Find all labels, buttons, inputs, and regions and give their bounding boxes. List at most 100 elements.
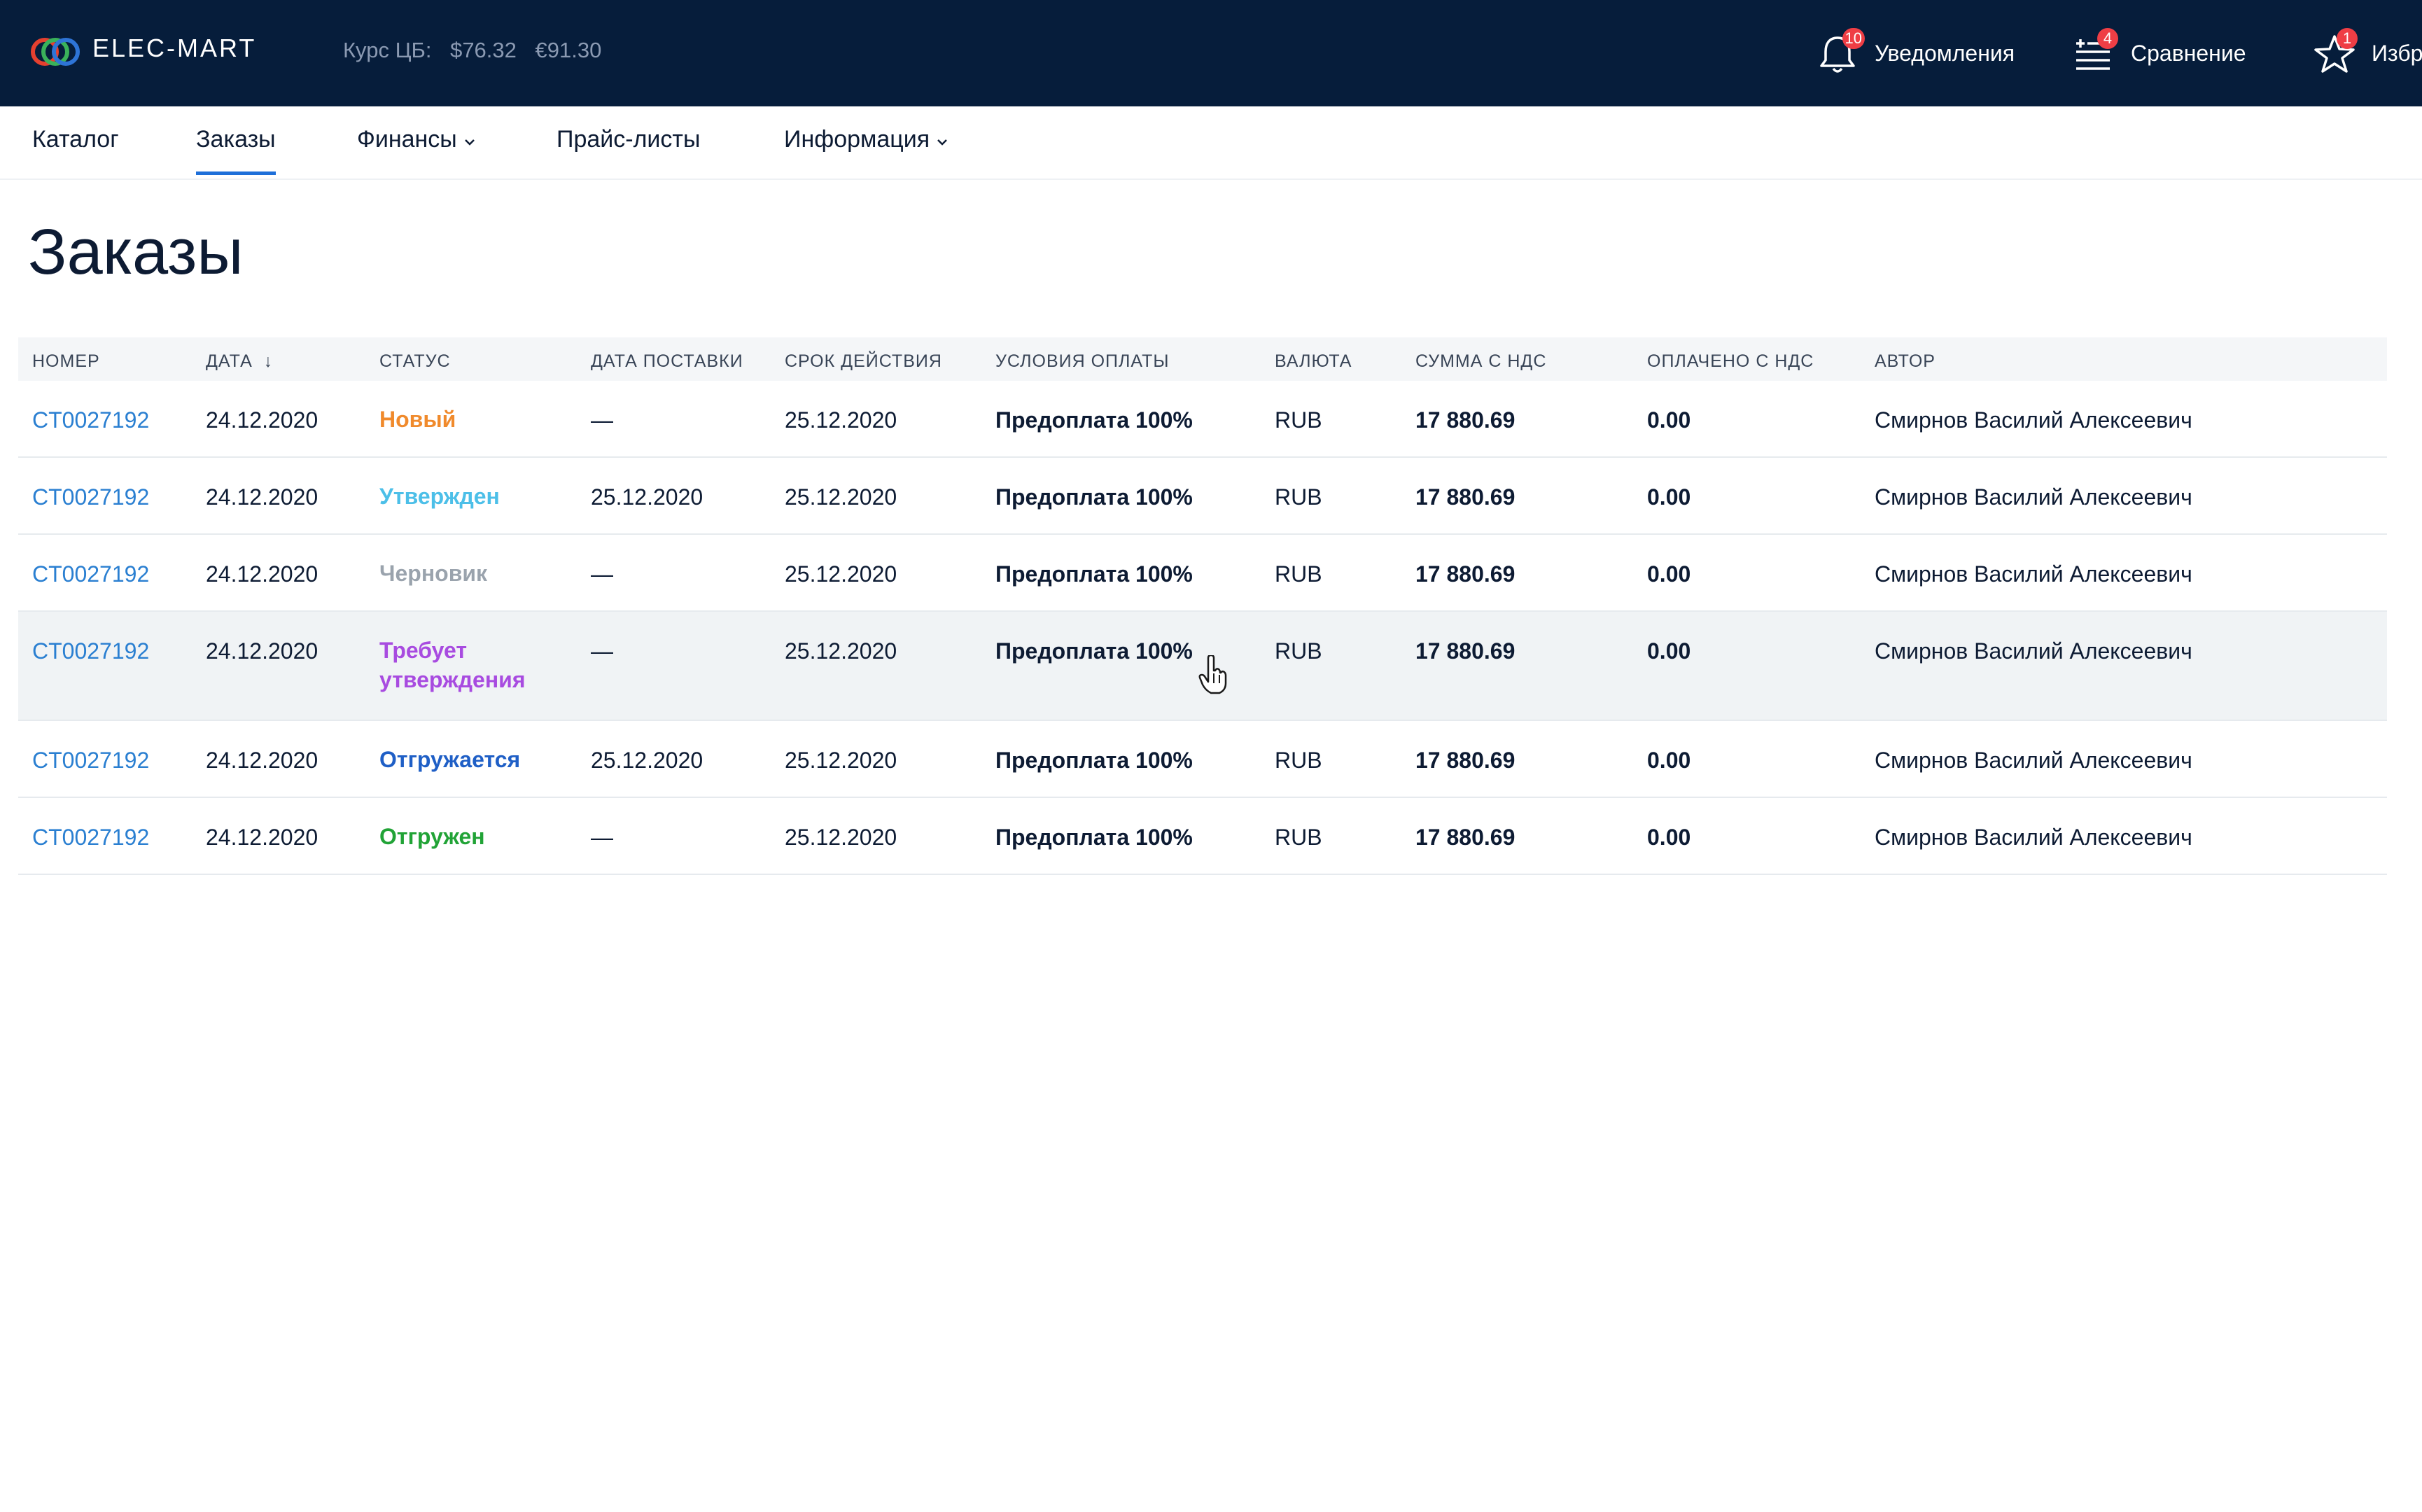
- page-title: Заказы: [28, 216, 244, 288]
- paid-with-vat: 0.00: [1647, 484, 1691, 510]
- compare-button[interactable]: 4 Сравнение: [2069, 25, 2246, 81]
- table-row-hovered[interactable]: CT0027192 24.12.2020 Требует утверждения…: [18, 612, 2387, 721]
- currency: RUB: [1275, 484, 1322, 510]
- nav-label: Заказы: [196, 126, 276, 153]
- author: Смирнов Василий Алексеевич: [1875, 638, 2192, 664]
- order-date: 24.12.2020: [206, 561, 318, 587]
- orders-table: НОМЕР ДАТА ↓ СТАТУС ДАТА ПОСТАВКИ СРОК Д…: [18, 337, 2387, 875]
- sort-desc-icon: ↓: [263, 351, 274, 371]
- payment-terms: Предоплата 100%: [995, 484, 1193, 510]
- order-number-link[interactable]: CT0027192: [32, 561, 150, 587]
- author: Смирнов Василий Алексеевич: [1875, 561, 2192, 587]
- status-badge: Требует утверждения: [379, 638, 526, 692]
- nav-label: Финансы: [357, 126, 457, 153]
- order-number-link[interactable]: CT0027192: [32, 638, 150, 664]
- payment-terms: Предоплата 100%: [995, 825, 1193, 850]
- order-number-link[interactable]: CT0027192: [32, 825, 150, 850]
- sum-with-vat: 17 880.69: [1415, 484, 1516, 510]
- elec-mart-logo-icon[interactable]: [29, 31, 81, 73]
- payment-terms: Предоплата 100%: [995, 407, 1193, 433]
- valid-until: 25.12.2020: [785, 638, 897, 664]
- currency: RUB: [1275, 561, 1322, 587]
- order-number-link[interactable]: CT0027192: [32, 748, 150, 773]
- star-icon: [2314, 35, 2355, 73]
- nav-catalog[interactable]: Каталог: [32, 126, 119, 175]
- author: Смирнов Василий Алексеевич: [1875, 825, 2192, 850]
- valid-until: 25.12.2020: [785, 748, 897, 773]
- col-payment[interactable]: УСЛОВИЯ ОПЛАТЫ: [995, 351, 1170, 371]
- favorites-badge: 1: [2337, 28, 2358, 49]
- order-date: 24.12.2020: [206, 748, 318, 773]
- col-currency[interactable]: ВАЛЮТА: [1275, 351, 1352, 371]
- table-header: НОМЕР ДАТА ↓ СТАТУС ДАТА ПОСТАВКИ СРОК Д…: [18, 337, 2387, 381]
- sum-with-vat: 17 880.69: [1415, 825, 1516, 850]
- currency-rates: Курс ЦБ: $76.32 €91.30: [343, 38, 614, 63]
- author: Смирнов Василий Алексеевич: [1875, 484, 2192, 510]
- col-date-label: ДАТА: [206, 351, 253, 371]
- paid-with-vat: 0.00: [1647, 825, 1691, 850]
- delivery-date: 25.12.2020: [591, 484, 704, 510]
- col-sum[interactable]: СУММА С НДС: [1415, 351, 1547, 371]
- table-row[interactable]: CT0027192 24.12.2020 Отгружен — 25.12.20…: [18, 798, 2387, 875]
- author: Смирнов Василий Алексеевич: [1875, 407, 2192, 433]
- col-paid[interactable]: ОПЛАЧЕНО С НДС: [1647, 351, 1814, 371]
- table-row[interactable]: CT0027192 24.12.2020 Черновик — 25.12.20…: [18, 535, 2387, 612]
- table-row[interactable]: CT0027192 24.12.2020 Утвержден 25.12.202…: [18, 458, 2387, 535]
- delivery-date: 25.12.2020: [591, 748, 704, 773]
- order-number-link[interactable]: CT0027192: [32, 407, 150, 433]
- order-date: 24.12.2020: [206, 638, 318, 664]
- currency: RUB: [1275, 748, 1322, 773]
- main-nav: Каталог Заказы Финансы Прайс-листы Инфор…: [0, 106, 2422, 180]
- sum-with-vat: 17 880.69: [1415, 561, 1516, 587]
- status-badge: Отгружается: [379, 747, 521, 772]
- order-date: 24.12.2020: [206, 484, 318, 510]
- payment-terms: Предоплата 100%: [995, 748, 1193, 773]
- valid-until: 25.12.2020: [785, 407, 897, 433]
- status-badge: Новый: [379, 407, 456, 432]
- valid-until: 25.12.2020: [785, 561, 897, 587]
- nav-label: Информация: [784, 126, 930, 153]
- favorites-button[interactable]: 1 Избр: [2310, 25, 2422, 81]
- nav-info[interactable]: Информация: [784, 126, 948, 175]
- sum-with-vat: 17 880.69: [1415, 638, 1516, 664]
- col-valid[interactable]: СРОК ДЕЙСТВИЯ: [785, 351, 942, 371]
- delivery-date: —: [591, 407, 613, 433]
- nav-label: Прайс-листы: [556, 126, 701, 153]
- order-date: 24.12.2020: [206, 407, 318, 433]
- col-date[interactable]: ДАТА ↓: [206, 351, 273, 372]
- nav-price-lists[interactable]: Прайс-листы: [556, 126, 700, 175]
- paid-with-vat: 0.00: [1647, 748, 1691, 773]
- valid-until: 25.12.2020: [785, 825, 897, 850]
- delivery-date: —: [591, 825, 613, 850]
- col-status[interactable]: СТАТУС: [379, 351, 451, 371]
- paid-with-vat: 0.00: [1647, 561, 1691, 587]
- chevron-down-icon: [937, 139, 948, 146]
- payment-terms: Предоплата 100%: [995, 638, 1193, 664]
- nav-finance[interactable]: Финансы: [357, 126, 475, 175]
- paid-with-vat: 0.00: [1647, 638, 1691, 664]
- status-badge: Отгружен: [379, 824, 485, 849]
- currency: RUB: [1275, 825, 1322, 850]
- chevron-down-icon: [464, 139, 475, 146]
- status-badge: Черновик: [379, 561, 488, 586]
- col-delivery[interactable]: ДАТА ПОСТАВКИ: [591, 351, 743, 371]
- notifications-button[interactable]: 10 Уведомления: [1813, 25, 2015, 81]
- currency: RUB: [1275, 638, 1322, 664]
- table-row[interactable]: CT0027192 24.12.2020 Отгружается 25.12.2…: [18, 721, 2387, 798]
- top-header: ELEC-MART Курс ЦБ: $76.32 €91.30 10 Увед…: [0, 0, 2422, 106]
- order-date: 24.12.2020: [206, 825, 318, 850]
- notifications-badge: 10: [1842, 28, 1865, 49]
- notifications-label: Уведомления: [1875, 40, 2015, 66]
- compare-badge: 4: [2097, 28, 2118, 49]
- rate-label: Курс ЦБ:: [343, 38, 432, 62]
- order-number-link[interactable]: CT0027192: [32, 484, 150, 510]
- brand-name[interactable]: ELEC-MART: [92, 34, 257, 62]
- delivery-date: —: [591, 638, 613, 664]
- hand-cursor-icon: [1198, 655, 1227, 694]
- payment-terms: Предоплата 100%: [995, 561, 1193, 587]
- usd-rate: $76.32: [450, 38, 517, 62]
- col-number[interactable]: НОМЕР: [32, 351, 100, 371]
- col-author[interactable]: АВТОР: [1875, 351, 1935, 371]
- nav-orders[interactable]: Заказы: [196, 126, 276, 175]
- table-row[interactable]: CT0027192 24.12.2020 Новый — 25.12.2020 …: [18, 381, 2387, 458]
